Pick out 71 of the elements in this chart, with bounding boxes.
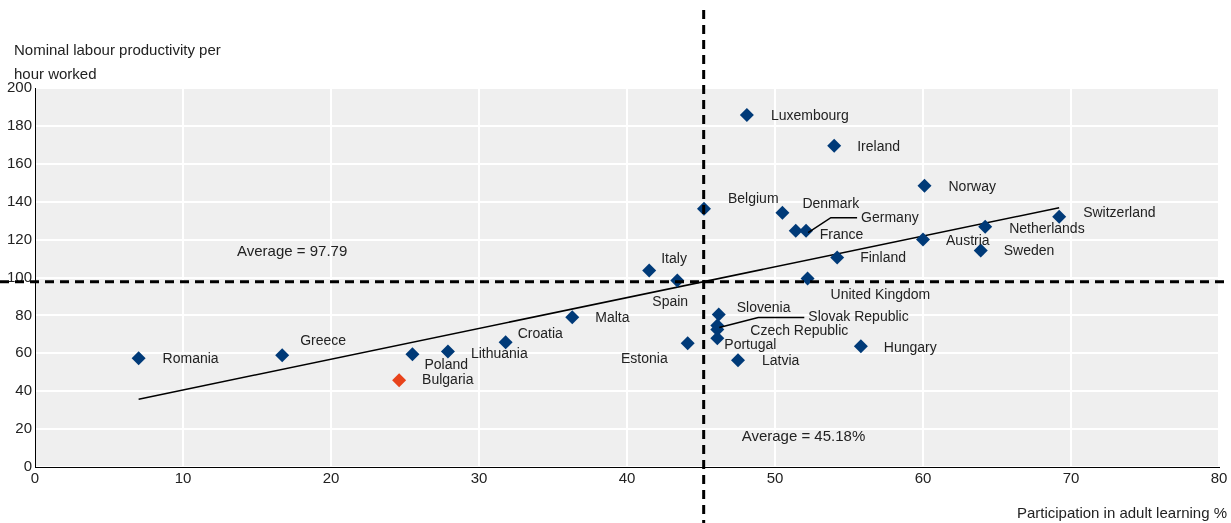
point xyxy=(565,310,580,325)
y-tick-label: 180 xyxy=(7,116,33,134)
point xyxy=(799,223,814,238)
point xyxy=(275,348,290,363)
ref-line-label: Average = 45.18% xyxy=(741,427,866,445)
annotation: France xyxy=(819,225,864,242)
y-tick-label: 80 xyxy=(15,305,33,323)
point xyxy=(711,307,726,322)
point xyxy=(731,353,746,368)
annotation: Romania xyxy=(162,350,219,367)
annotation: Czech Republic xyxy=(750,322,849,339)
point xyxy=(800,271,815,286)
annotation: Austria xyxy=(946,232,990,249)
x-tick-label: 80 xyxy=(1210,469,1228,487)
annotation: Italy xyxy=(661,250,687,267)
point xyxy=(680,336,695,351)
y-tick-label: 120 xyxy=(7,229,33,247)
x-tick-label: 40 xyxy=(618,469,636,487)
x-tick-label: 20 xyxy=(322,469,340,487)
point xyxy=(405,347,420,362)
annotation: Denmark xyxy=(802,194,861,211)
annotation: Latvia xyxy=(762,352,800,369)
annotation: Bulgaria xyxy=(422,371,474,388)
annotation: Estonia xyxy=(620,350,668,367)
x-tick-label: 60 xyxy=(914,469,932,487)
x-tick-label: 70 xyxy=(1062,469,1080,487)
point xyxy=(131,351,146,366)
y-tick-label: 160 xyxy=(7,153,33,171)
annotation: Netherlands xyxy=(1009,219,1085,236)
y-tick-label: 40 xyxy=(15,381,33,399)
annotation: Germany xyxy=(861,208,919,225)
point xyxy=(830,250,845,265)
point xyxy=(853,339,868,354)
x-axis-title: Participation in adult learning % xyxy=(1016,504,1227,521)
point xyxy=(739,107,754,122)
point xyxy=(440,344,455,359)
annotation: United Kingdom xyxy=(830,286,931,303)
y-tick-label: 140 xyxy=(7,191,33,209)
annotation: Norway xyxy=(948,177,996,194)
annotation: Switzerland xyxy=(1083,203,1156,220)
annotation: Lithuania xyxy=(470,345,528,362)
annotation: Poland xyxy=(424,356,469,373)
annotation: Hungary xyxy=(883,339,937,356)
point xyxy=(978,219,993,234)
y-tick-label: 20 xyxy=(15,419,33,437)
annotation: Belgium xyxy=(727,189,779,206)
annotation: Slovak Republic xyxy=(808,308,909,325)
annotation: Slovenia xyxy=(736,299,791,316)
annotation: Ireland xyxy=(857,137,901,154)
x-tick-label: 10 xyxy=(174,469,192,487)
y-tick-label: 0 xyxy=(23,457,33,475)
y-tick-label: 60 xyxy=(15,343,33,361)
annotation: Luxembourg xyxy=(770,106,849,123)
x-tick-label: 30 xyxy=(470,469,488,487)
point xyxy=(642,263,657,278)
ref-line-label: Average = 97.79 xyxy=(237,241,348,259)
point xyxy=(788,223,803,238)
annotation: Greece xyxy=(300,332,347,349)
point xyxy=(775,205,790,220)
annotation: Croatia xyxy=(517,325,563,342)
point xyxy=(917,178,932,193)
point xyxy=(392,373,407,388)
x-tick-label: 50 xyxy=(766,469,784,487)
annotation: Spain xyxy=(652,293,689,310)
annotation: Malta xyxy=(595,309,630,326)
point xyxy=(710,331,725,346)
annotation: Portugal xyxy=(724,336,777,353)
annotation: Sweden xyxy=(1003,242,1055,259)
point xyxy=(827,138,842,153)
annotation: Finland xyxy=(860,249,907,266)
point xyxy=(916,232,931,247)
